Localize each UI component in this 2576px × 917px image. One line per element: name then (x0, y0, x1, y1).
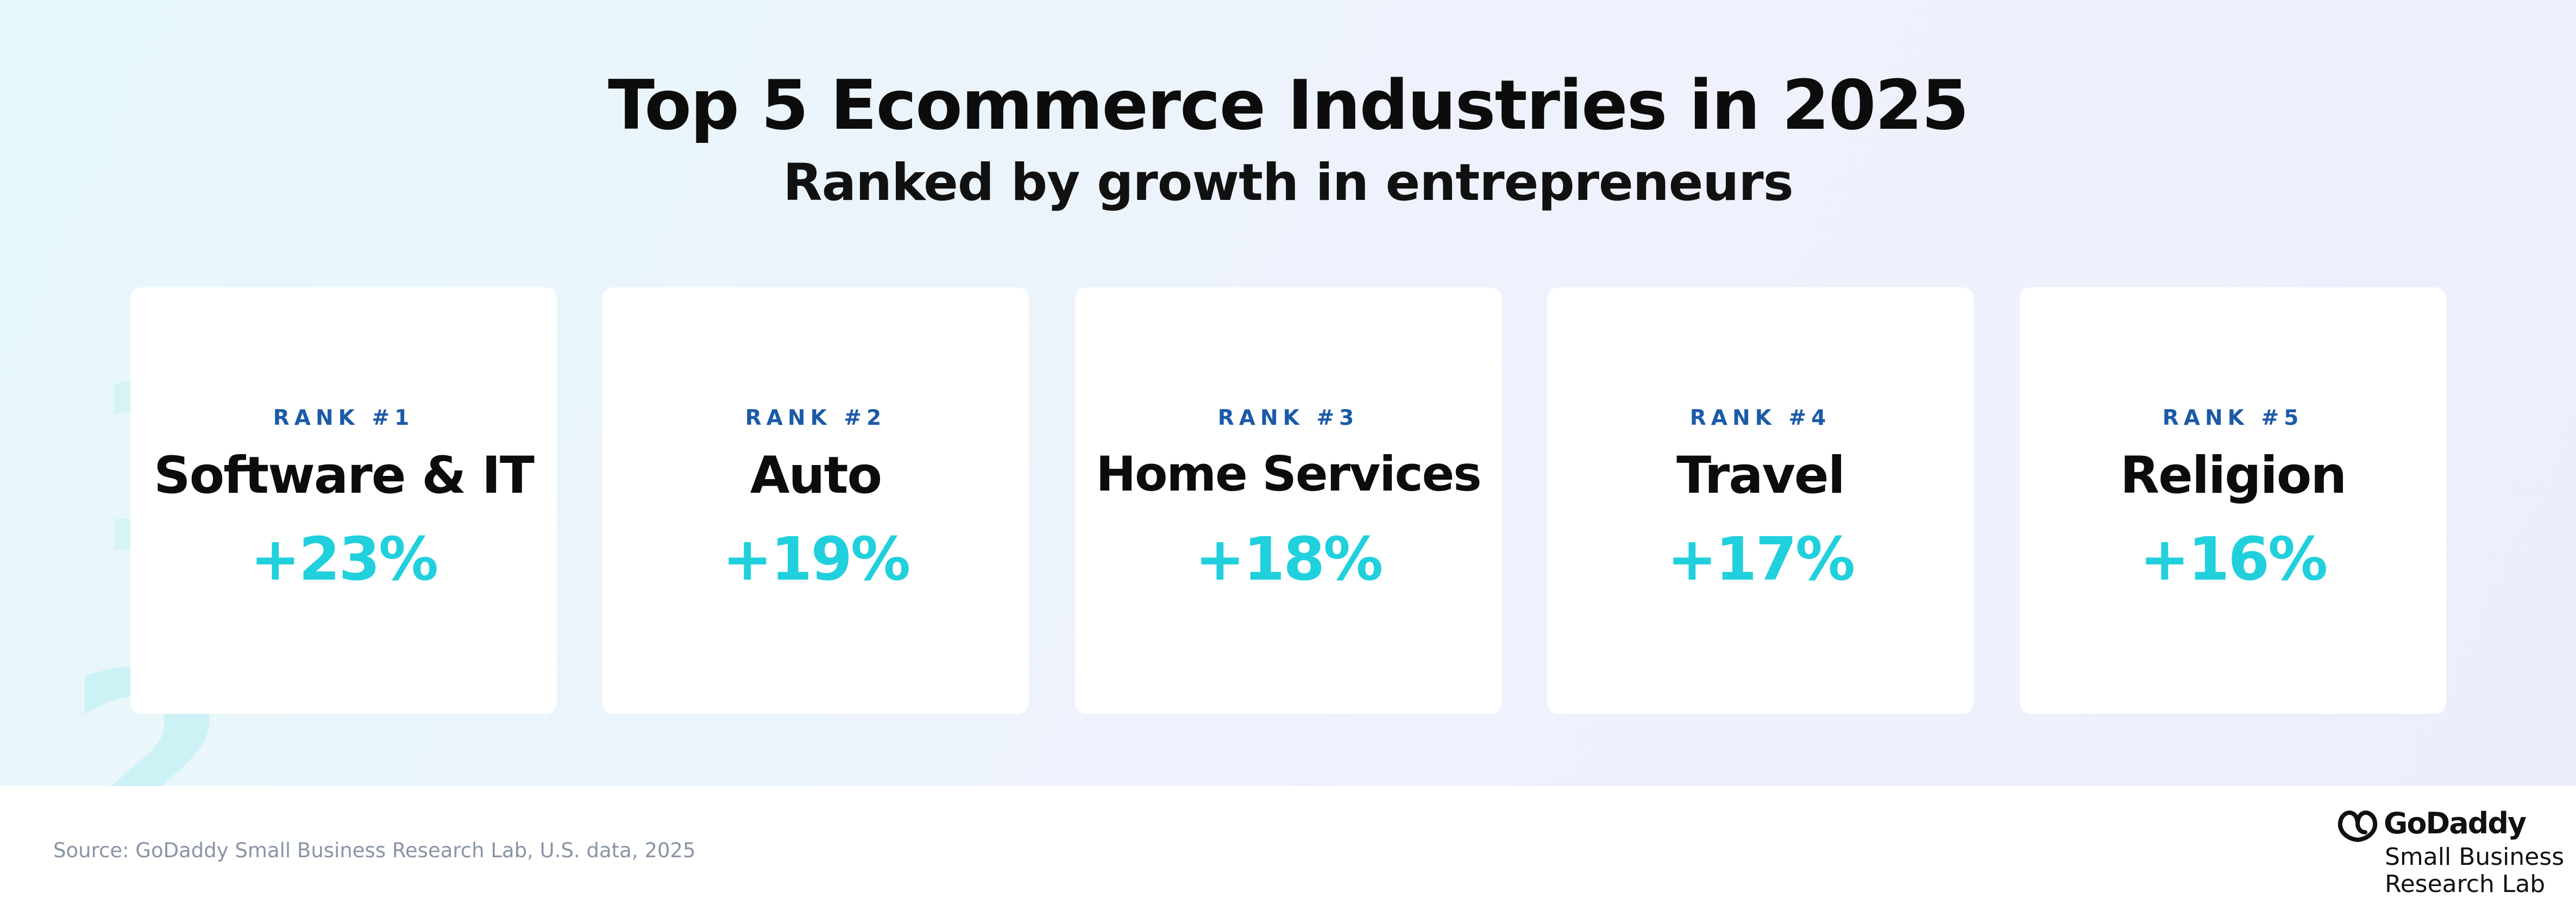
industry-card-3: RANK #3 Home Services +18% (1075, 287, 1501, 714)
godaddy-logo-icon (2338, 811, 2378, 842)
industry-card-4: RANK #4 Travel +17% (1547, 287, 1974, 714)
page-title: Top 5 Ecommerce Industries in 2025 (608, 65, 1969, 145)
rank-label: RANK #4 (1689, 406, 1831, 430)
industry-name: Software & IT (153, 446, 535, 505)
industry-name: Auto (750, 446, 882, 505)
industry-name: Travel (1676, 446, 1845, 505)
industry-name: Home Services (1096, 446, 1481, 502)
rank-label: RANK #3 (1217, 406, 1359, 430)
hero-section: 1 2 Top 5 Ecommerce Industries in 2025 R… (0, 0, 2576, 786)
logo-wordmark: GoDaddy (2384, 806, 2527, 840)
growth-value: +17% (1667, 524, 1855, 594)
source-note: Source: GoDaddy Small Business Research … (53, 839, 696, 862)
industry-card-2: RANK #2 Auto +19% (602, 287, 1029, 714)
logo-subtitle-line-1: Small Business (2385, 843, 2565, 871)
industry-card-1: RANK #1 Software & IT +23% (130, 287, 557, 714)
growth-value: +23% (250, 524, 438, 594)
page-subtitle: Ranked by growth in entrepreneurs (783, 153, 1793, 212)
rank-label: RANK #1 (273, 406, 414, 430)
growth-value: +18% (1195, 524, 1383, 594)
growth-value: +19% (722, 524, 910, 594)
logo-subtitle-line-2: Research Lab (2385, 870, 2546, 898)
growth-value: +16% (2139, 524, 2328, 594)
industry-card-5: RANK #5 Religion +16% (2020, 287, 2446, 714)
godaddy-logo: GoDaddy Small Business Research Lab (2336, 804, 2564, 902)
industry-name: Religion (2120, 446, 2347, 505)
rank-label: RANK #5 (2162, 406, 2304, 430)
rank-label: RANK #2 (745, 406, 887, 430)
